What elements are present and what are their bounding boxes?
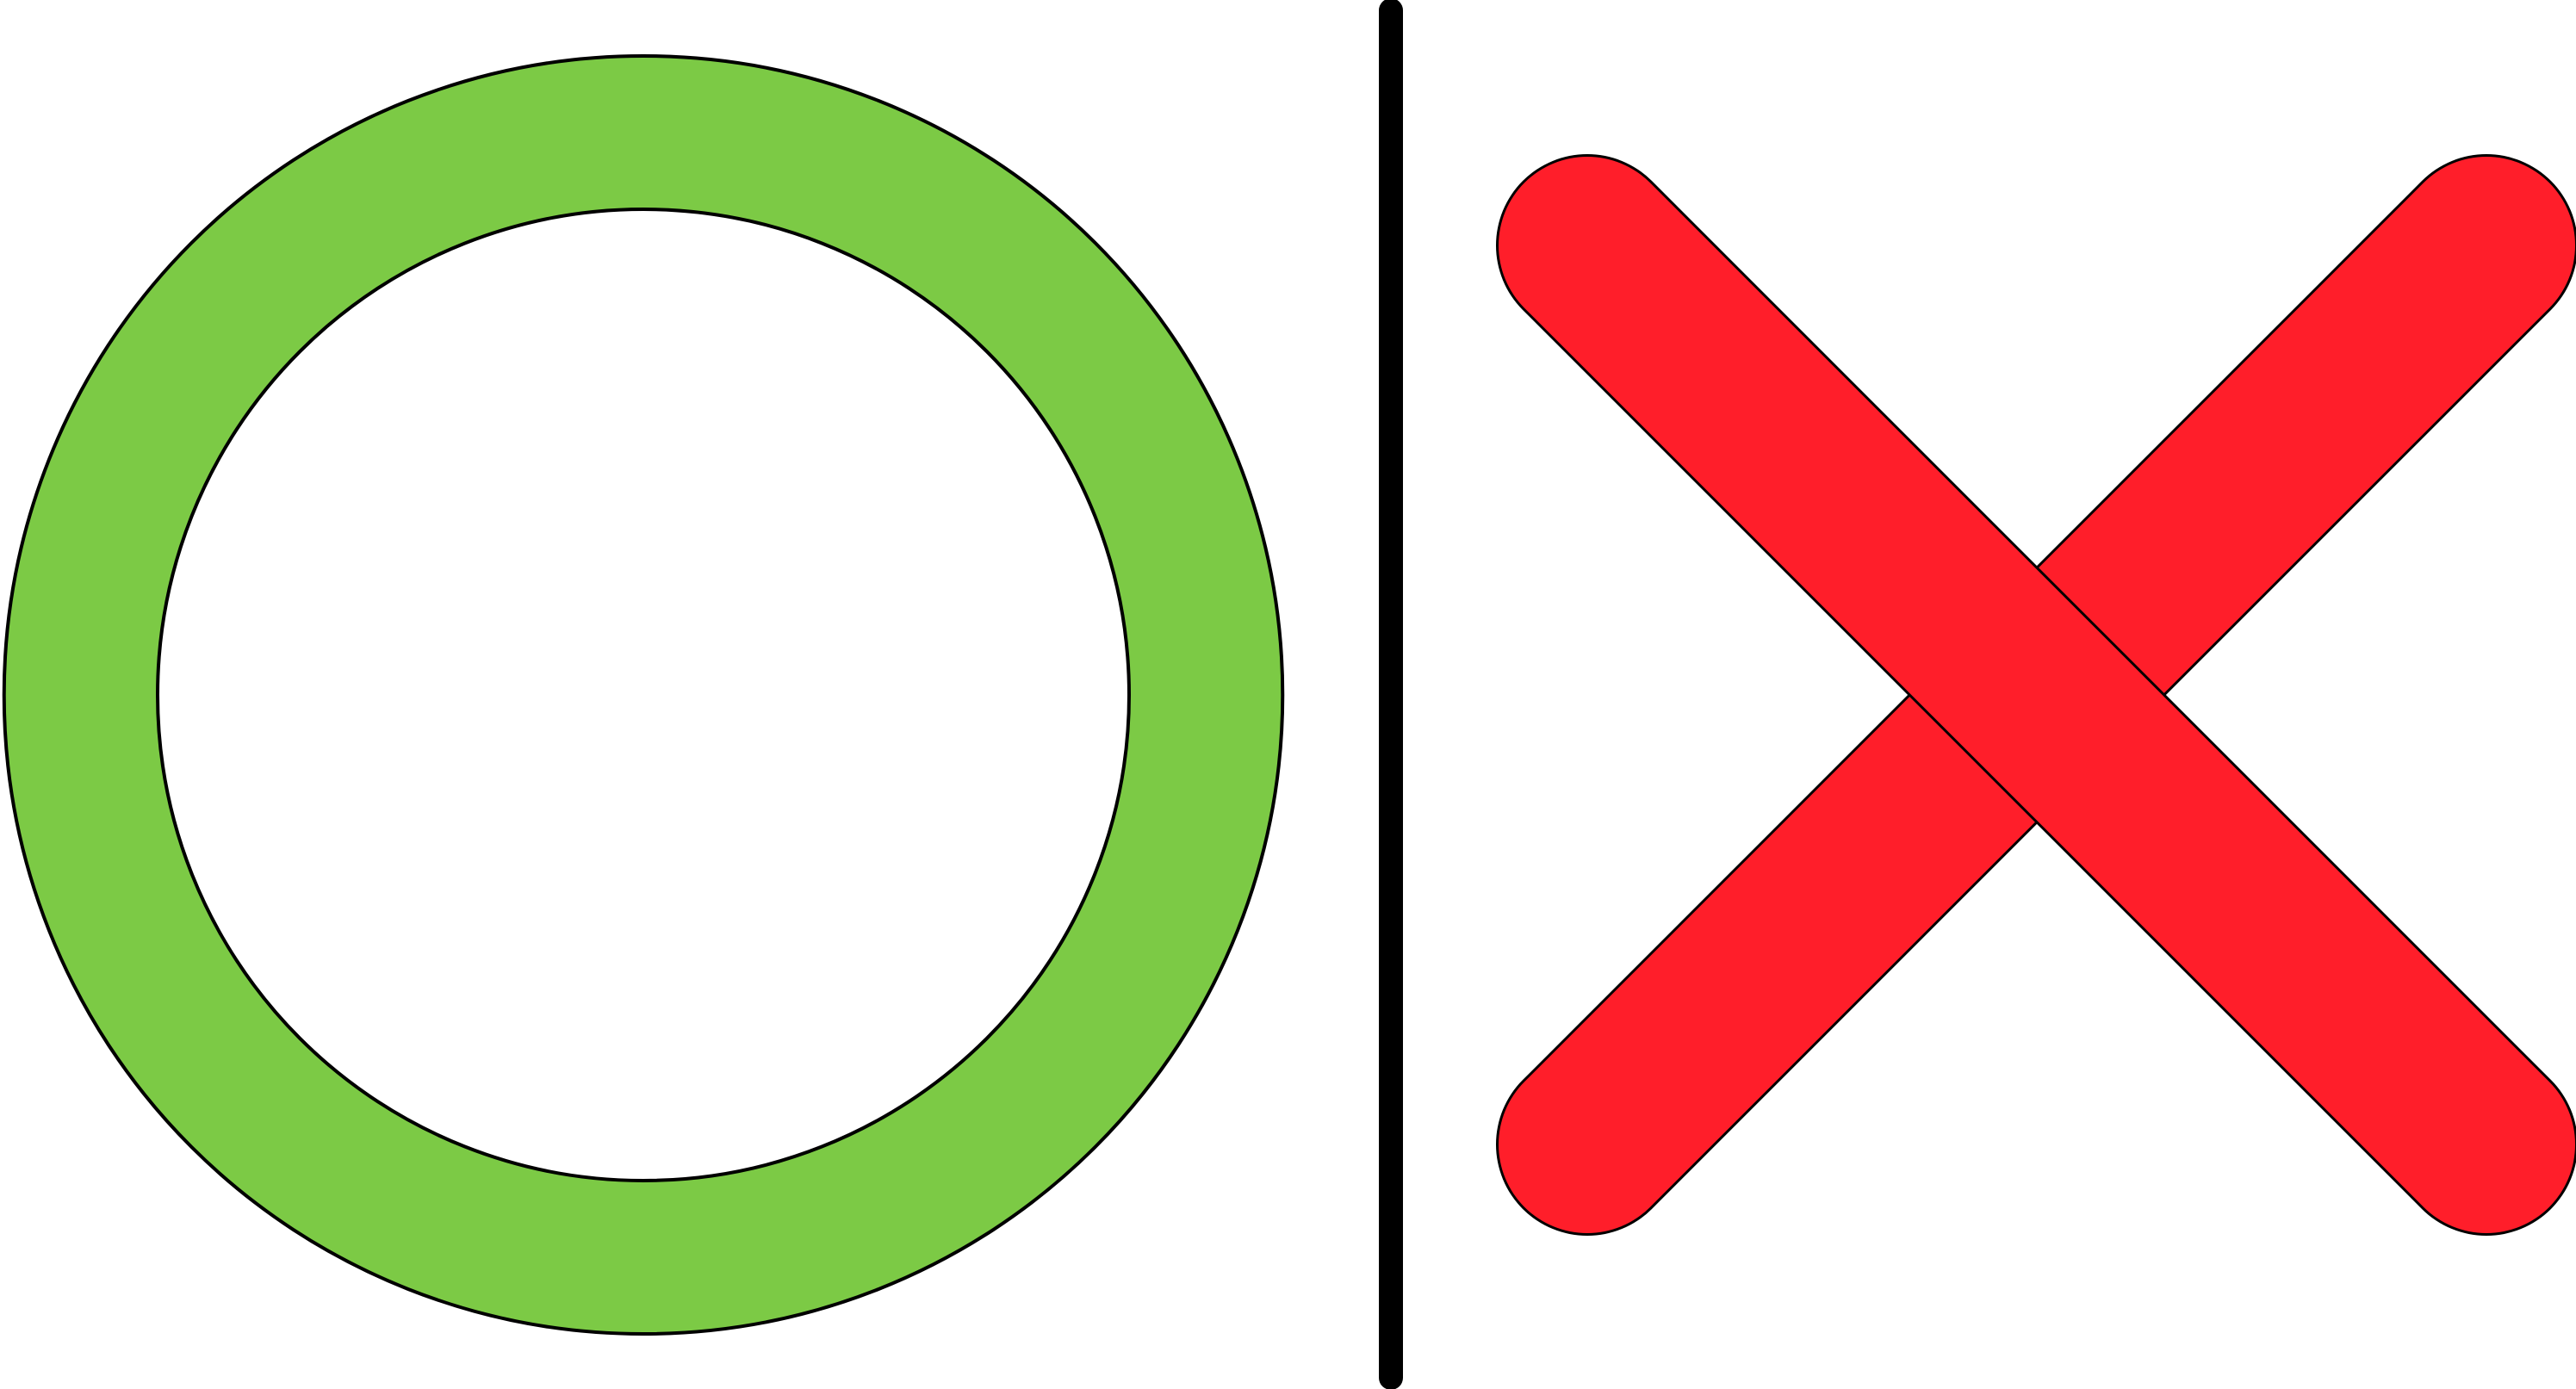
cross-icon bbox=[1496, 154, 2576, 1236]
circle-ring bbox=[3, 53, 1284, 1336]
circle-icon bbox=[3, 53, 1284, 1336]
cross-bar-falling bbox=[1496, 154, 2576, 1236]
